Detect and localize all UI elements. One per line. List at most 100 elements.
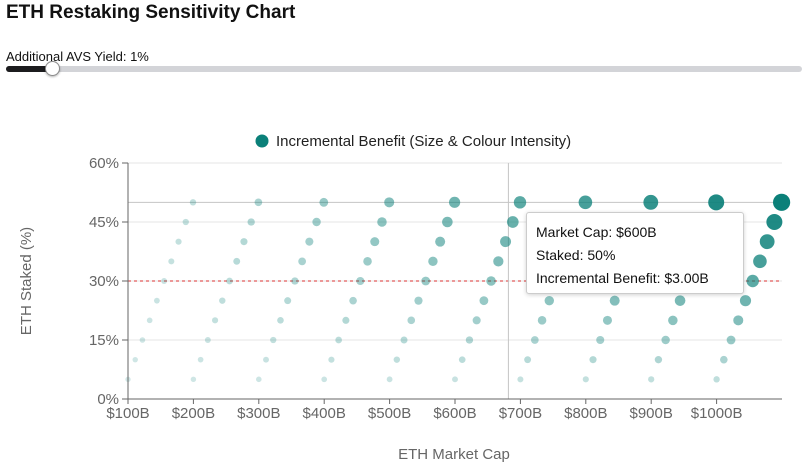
data-point [596, 335, 605, 345]
data-point [517, 376, 524, 383]
data-point [240, 238, 248, 246]
y-axis-title: ETH Staked (%) [18, 227, 35, 335]
x-tick-label: $500B [368, 405, 411, 422]
slider-track[interactable] [6, 66, 802, 72]
avs-yield-slider[interactable] [6, 61, 802, 76]
data-point [335, 336, 342, 344]
x-axis-title: ETH Market Cap [398, 446, 510, 463]
data-point [219, 297, 226, 304]
data-point [386, 376, 393, 383]
data-point [602, 315, 612, 325]
x-tick-label: $900B [630, 405, 673, 422]
data-point [661, 335, 670, 345]
data-point [766, 214, 783, 230]
data-point [153, 297, 160, 304]
data-point [182, 218, 189, 226]
data-point [370, 237, 380, 247]
data-point [759, 234, 775, 250]
data-point [270, 336, 277, 344]
data-point [349, 296, 357, 305]
data-point [589, 356, 597, 364]
x-tick-label: $300B [237, 405, 280, 422]
data-point [648, 376, 655, 383]
data-point [256, 376, 262, 383]
data-point [377, 217, 387, 227]
data-point [643, 194, 659, 210]
x-tick-label: $100B [106, 405, 149, 422]
data-point [291, 277, 299, 285]
data-point [578, 195, 593, 210]
data-point [674, 295, 686, 306]
data-point [513, 196, 527, 209]
data-point [739, 295, 752, 307]
data-point [175, 238, 182, 245]
data-point [458, 356, 466, 363]
hover-tooltip: Market Cap: $600B Staked: 50% Incrementa… [526, 212, 744, 294]
data-point [263, 356, 269, 363]
x-tick-label: $1000B [691, 405, 743, 422]
data-point [384, 197, 395, 208]
data-point [726, 335, 736, 345]
y-tick-label: 30% [89, 273, 119, 290]
data-point [254, 198, 263, 207]
tooltip-market-cap: Market Cap: $600B [536, 224, 657, 240]
data-point [493, 256, 504, 267]
data-point [319, 197, 329, 207]
data-point [537, 316, 547, 325]
data-point [132, 356, 138, 363]
data-point [449, 196, 461, 208]
data-point [305, 237, 314, 246]
data-point [428, 256, 438, 267]
data-point [472, 316, 481, 325]
data-point [400, 336, 408, 344]
x-tick-label: $200B [172, 405, 215, 422]
y-tick-label: 15% [89, 332, 119, 349]
legend-swatch [255, 134, 269, 148]
data-point [247, 218, 255, 226]
data-point [190, 376, 197, 383]
data-point [233, 257, 241, 265]
data-point [312, 217, 321, 227]
data-point [139, 337, 146, 343]
data-point [414, 296, 423, 305]
data-point [421, 276, 431, 286]
x-tick-label: $700B [499, 405, 542, 422]
data-point [544, 295, 554, 306]
data-point [530, 336, 539, 344]
y-tick-label: 45% [89, 214, 119, 231]
data-point [479, 296, 489, 306]
data-point [708, 194, 725, 211]
data-point [486, 276, 496, 286]
legend-label: Incremental Benefit (Size & Colour Inten… [276, 133, 571, 150]
data-point [452, 376, 458, 383]
data-point [197, 356, 204, 363]
data-point [211, 317, 219, 324]
slider-thumb[interactable] [45, 61, 61, 76]
data-point [582, 376, 589, 383]
x-tick-label: $400B [303, 405, 346, 422]
data-point [146, 317, 153, 324]
slider-fill [6, 66, 53, 72]
data-point [328, 356, 335, 363]
data-point [284, 297, 292, 305]
data-point [277, 317, 284, 324]
legend: Incremental Benefit (Size & Colour Inten… [255, 133, 571, 150]
axes-layer: 0% 15% 30% 45% 60% $100B $200B $300B $400B $500B $… [18, 155, 782, 463]
data-point [746, 274, 759, 288]
tooltip-benefit: Incremental Benefit: $3.00B [536, 270, 709, 286]
data-point [609, 295, 620, 306]
data-point [442, 216, 453, 228]
data-point [226, 277, 233, 285]
data-point [713, 376, 720, 383]
data-point [733, 315, 744, 326]
x-tick-label: $600B [433, 405, 476, 422]
data-point [356, 276, 365, 286]
data-point [342, 316, 350, 324]
data-point [204, 337, 211, 343]
data-point [363, 257, 372, 266]
data-point [393, 356, 401, 363]
tooltip-staked: Staked: 50% [536, 247, 616, 263]
data-point [524, 356, 532, 364]
data-point [753, 254, 767, 269]
data-point [161, 278, 168, 284]
